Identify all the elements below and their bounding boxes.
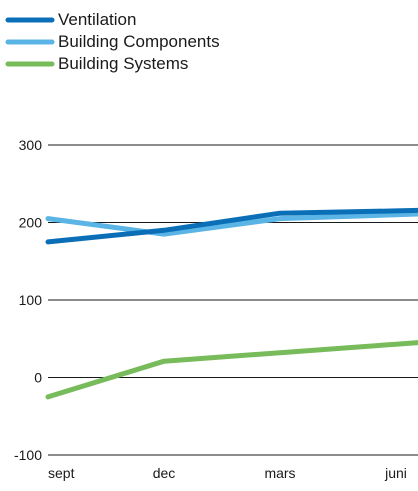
y-tick-label-3: 200: [19, 215, 43, 231]
y-tick-label-0: -100: [14, 447, 42, 463]
legend-label-0: Ventilation: [58, 10, 136, 29]
x-tick-label-0: sept: [48, 465, 75, 481]
legend-label-2: Building Systems: [58, 54, 188, 73]
series-line-2: [45, 340, 418, 400]
series-line-1: [45, 211, 418, 237]
x-tick-label-1: dec: [153, 465, 176, 481]
series-line-0: [45, 207, 418, 245]
x-tick-label-3: juni: [384, 465, 407, 481]
legend-label-1: Building Components: [58, 32, 220, 51]
y-tick-label-4: 300: [19, 137, 43, 153]
y-tick-label-1: 0: [34, 370, 42, 386]
x-tick-label-2: mars: [264, 465, 295, 481]
y-tick-label-2: 100: [19, 292, 43, 308]
